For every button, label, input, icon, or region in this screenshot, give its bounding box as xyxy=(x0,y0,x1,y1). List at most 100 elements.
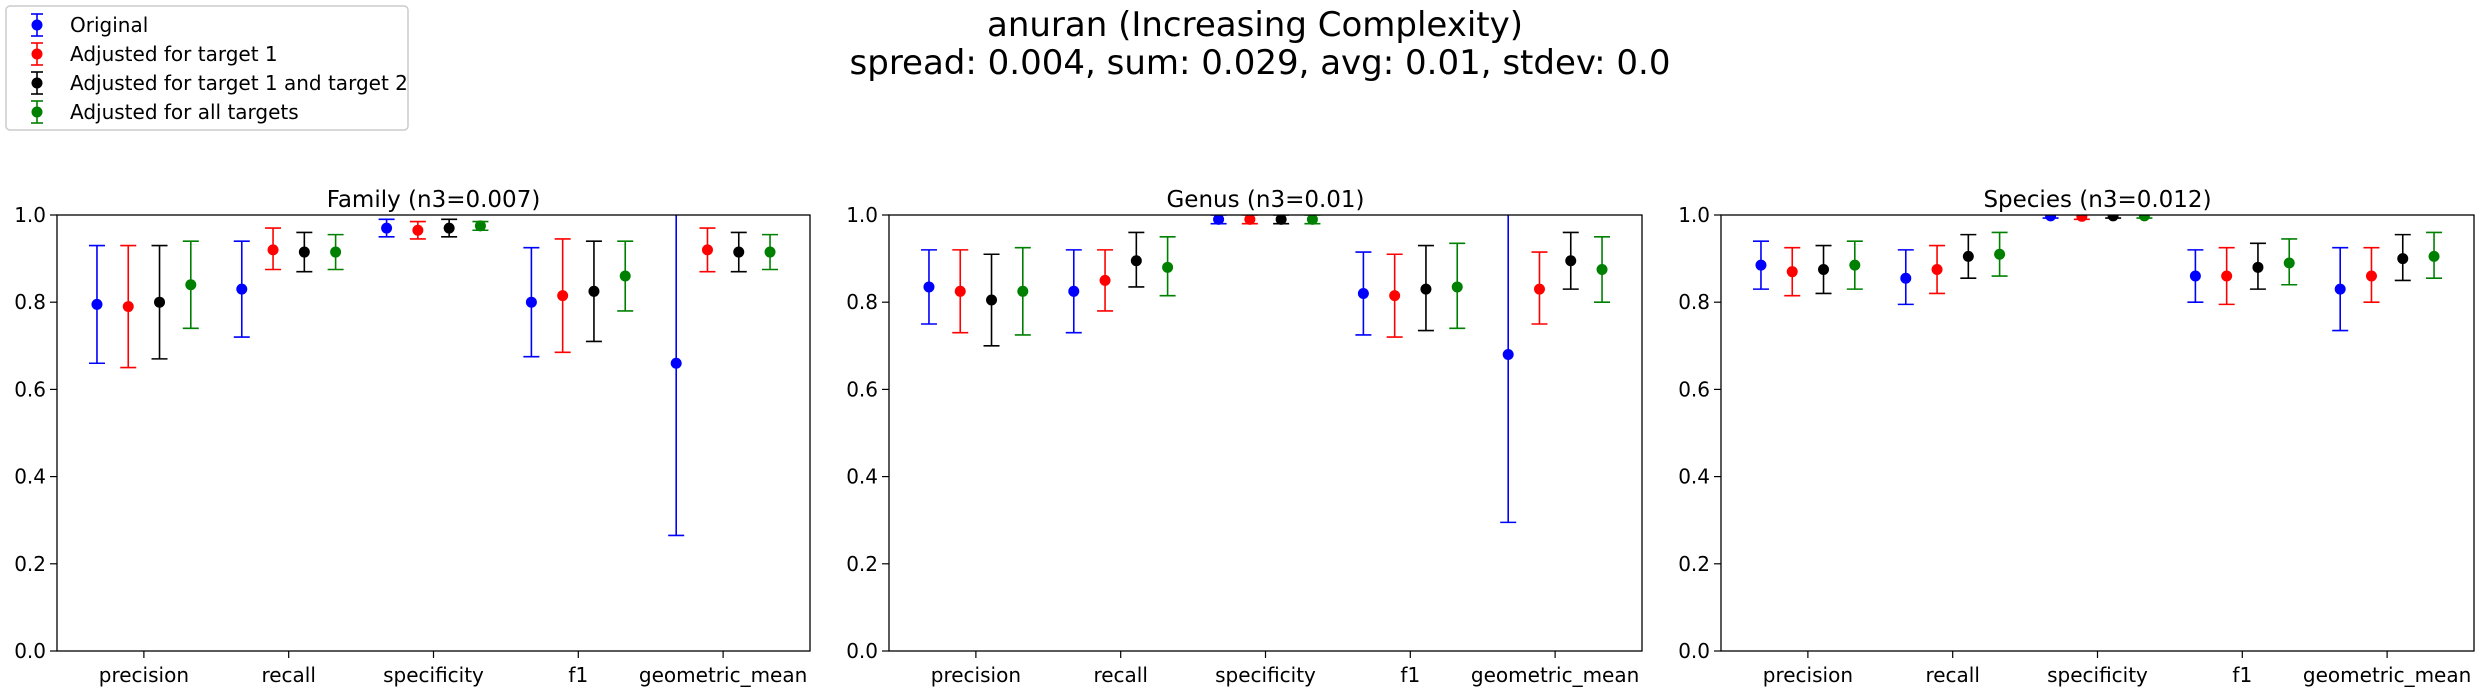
series-original xyxy=(88,215,685,537)
errorbar-precision xyxy=(1846,240,1863,290)
data-point xyxy=(2045,215,2057,222)
x-tick-label-recall: recall xyxy=(1093,663,1147,687)
x-tick-label-specificity: specificity xyxy=(2047,663,2148,687)
x-tick-label-f1: f1 xyxy=(2232,663,2252,687)
errorbar-recall xyxy=(1960,233,1977,280)
data-point xyxy=(2428,250,2440,262)
errorbar-recall xyxy=(265,227,282,271)
data-point xyxy=(923,281,935,293)
panel-title: Family (n3=0.007) xyxy=(327,187,541,213)
errorbar-recall xyxy=(327,233,344,271)
errorbar-recall xyxy=(1097,249,1114,312)
panel-title: Species (n3=0.012) xyxy=(1983,187,2211,213)
data-point xyxy=(1962,250,1974,262)
data-point xyxy=(1357,287,1369,299)
series-adjusted-for-target-1-and-target-2 xyxy=(1815,215,2411,295)
plot-area xyxy=(920,215,1611,524)
errorbar-specificity xyxy=(1210,215,1227,225)
x-tick-label-precision: precision xyxy=(1763,663,1853,687)
errorbar-precision xyxy=(151,244,168,360)
data-point xyxy=(1533,283,1545,295)
data-point xyxy=(1213,215,1225,225)
data-point xyxy=(1306,215,1318,225)
errorbar-recall xyxy=(1159,236,1176,297)
data-point xyxy=(525,296,537,308)
errorbar-geometric-mean xyxy=(2394,233,2411,282)
errorbar-f1 xyxy=(2249,242,2266,290)
errorbar-precision xyxy=(983,253,1000,347)
errorbar-specificity xyxy=(472,220,489,232)
series-adjusted-for-target-1 xyxy=(1784,215,2380,306)
y-tick-label: 1.0 xyxy=(1678,203,1710,227)
data-point xyxy=(670,357,682,369)
x-tick-label-specificity: specificity xyxy=(1215,663,1316,687)
y-tick-label: 0.0 xyxy=(846,639,878,663)
errorbar-f1 xyxy=(2281,238,2298,286)
errorbar-specificity xyxy=(409,220,426,240)
series-adjusted-for-target-1-and-target-2 xyxy=(983,215,1579,347)
y-tick-label: 0.4 xyxy=(14,465,46,489)
x-tick-label-specificity: specificity xyxy=(383,663,484,687)
panel-family: Family (n3=0.007) 0.0 0.2 0.4 0.6 0.8 1.0 preci… xyxy=(14,187,811,687)
errorbar-geometric-mean xyxy=(2426,231,2443,280)
panel-title: Genus (n3=0.01) xyxy=(1166,187,1364,213)
x-tick-label-geometric-mean: geometric_mean xyxy=(639,663,807,687)
data-point xyxy=(1389,290,1401,302)
data-point xyxy=(91,298,103,310)
y-tick-label: 0.0 xyxy=(14,639,46,663)
data-point xyxy=(1099,274,1111,286)
data-point xyxy=(2365,270,2377,282)
errorbar-f1 xyxy=(1449,242,1466,330)
data-point xyxy=(1994,248,2006,260)
data-point xyxy=(1420,283,1432,295)
data-point xyxy=(412,224,424,236)
legend-entry-adjusted-for-target-1: Adjusted for target 1 xyxy=(31,42,278,66)
data-point xyxy=(1244,215,1256,225)
data-point xyxy=(267,244,279,256)
y-tick-label: 0.6 xyxy=(846,377,878,401)
errorbar-specificity xyxy=(2042,215,2059,222)
errorbar-precision xyxy=(1014,246,1031,336)
errorbar-geometric-mean xyxy=(730,231,747,273)
legend-entry-adjusted-for-all-targets: Adjusted for all targets xyxy=(31,100,299,124)
data-point xyxy=(701,244,713,256)
data-point xyxy=(1596,264,1608,275)
y-tick-label: 0.6 xyxy=(14,377,46,401)
errorbar-f1 xyxy=(585,240,602,343)
y-tick-label: 1.0 xyxy=(846,203,878,227)
legend-marker-adjusted-for-all-targets xyxy=(31,100,43,124)
y-tick-label: 0.8 xyxy=(14,290,46,314)
plot-area xyxy=(1752,215,2443,332)
data-point xyxy=(185,279,197,291)
data-point xyxy=(154,296,166,308)
y-tick-label: 0.0 xyxy=(1678,639,1710,663)
legend-entry-original: Original xyxy=(31,13,148,37)
panel-species: Species (n3=0.012) 0.0 0.2 0.4 0.6 0.8 1.0 prec… xyxy=(1678,187,2475,687)
y-tick-label: 0.4 xyxy=(1678,465,1710,489)
y-tick-label: 0.4 xyxy=(846,465,878,489)
errorbar-specificity xyxy=(2136,215,2153,222)
x-tick-label-recall: recall xyxy=(1925,663,1979,687)
legend-label: Adjusted for target 1 and target 2 xyxy=(70,71,408,95)
panel-genus: Genus (n3=0.01) 0.0 0.2 0.4 0.6 0.8 1.0 precisi… xyxy=(846,187,1643,687)
x-tick-label-precision: precision xyxy=(931,663,1021,687)
legend-label: Original xyxy=(70,13,148,37)
x-tick-label-geometric-mean: geometric_mean xyxy=(1471,663,1639,687)
y-tick-label: 0.8 xyxy=(1678,290,1710,314)
plot-area xyxy=(88,215,779,537)
errorbar-geometric-mean xyxy=(699,227,716,273)
data-point xyxy=(2221,270,2233,282)
legend-frame xyxy=(5,5,409,131)
x-tick-label-recall: recall xyxy=(261,663,315,687)
figure-title-line2: spread: 0.004, sum: 0.029, avg: 0.01, st… xyxy=(850,43,1671,83)
data-point xyxy=(2107,215,2119,222)
x-tick-label-f1: f1 xyxy=(568,663,588,687)
data-point xyxy=(986,294,998,306)
errorbar-geometric-mean xyxy=(762,233,779,271)
data-point xyxy=(1017,285,1029,297)
errorbar-geometric-mean xyxy=(1500,215,1517,524)
errorbar-recall xyxy=(1065,249,1082,334)
errorbar-specificity xyxy=(1241,215,1258,225)
data-point xyxy=(122,301,134,313)
series-adjusted-for-target-1-and-target-2 xyxy=(151,218,747,360)
